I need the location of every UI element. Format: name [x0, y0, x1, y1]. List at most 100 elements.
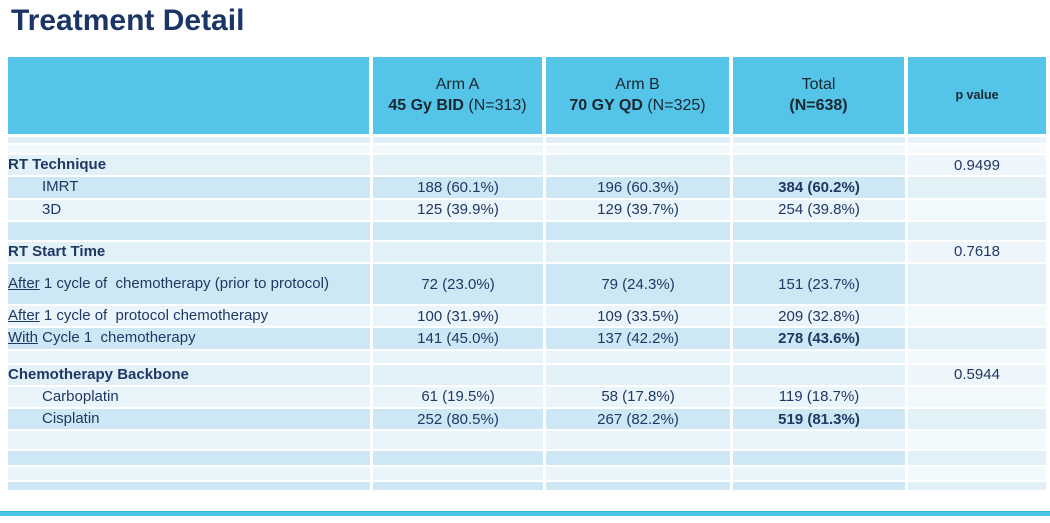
cell-p-value	[908, 221, 1046, 242]
cell-arm-b: 58 (17.8%)	[546, 386, 733, 409]
spacer-row	[8, 451, 1046, 468]
cell-arm-b	[546, 451, 733, 468]
cell-p-value	[908, 350, 1046, 365]
header-arm-a-line1: Arm A	[435, 75, 480, 93]
header-arm-a-line2: 45 Gy BID (N=313)	[388, 96, 527, 114]
cell-arm-a: 61 (19.5%)	[373, 386, 546, 409]
cell-total	[733, 155, 908, 178]
cell-total: 254 (39.8%)	[733, 199, 908, 222]
cell-arm-a	[373, 221, 546, 242]
row-label: RT Technique	[8, 155, 373, 178]
cell-arm-a: 72 (23.0%)	[373, 264, 546, 306]
cell-total	[733, 364, 908, 387]
cell-total: 278 (43.6%)	[733, 328, 908, 351]
row-label: IMRT	[8, 177, 373, 200]
row-label: Carboplatin	[8, 386, 373, 409]
cell-total	[733, 350, 908, 365]
spacer-row	[8, 145, 1046, 155]
spacer-row	[8, 350, 1046, 365]
table-row: Cisplatin 252 (80.5%) 267 (82.2%) 519 (81.3…	[8, 409, 1046, 432]
footer-accent-rule	[0, 511, 1050, 516]
header-p-value: p value	[908, 57, 1046, 137]
cell-arm-a	[373, 431, 546, 452]
cell-arm-a	[373, 350, 546, 365]
cell-p-value	[908, 306, 1046, 329]
table-row: RT Start Time 0.7618	[8, 241, 1046, 264]
cell-arm-b: 129 (39.7%)	[546, 199, 733, 222]
header-total-line2: (N=638)	[789, 96, 848, 114]
cell-arm-a	[373, 145, 546, 155]
spacer-row	[8, 137, 1046, 145]
cell-p-value: 0.9499	[908, 155, 1046, 178]
cell-p-value	[908, 409, 1046, 432]
cell-p-value	[908, 386, 1046, 409]
cell-arm-a: 100 (31.9%)	[373, 306, 546, 329]
cell-arm-a	[373, 451, 546, 468]
treatment-detail-table: Arm A 45 Gy BID (N=313) Arm B 70 GY QD (…	[8, 57, 1046, 493]
cell-total	[733, 241, 908, 264]
cell-p-value	[908, 177, 1046, 200]
cell-arm-a: 252 (80.5%)	[373, 409, 546, 432]
cell-arm-a	[373, 482, 546, 493]
row-label	[8, 482, 373, 493]
row-label: Cisplatin	[8, 409, 373, 432]
cell-arm-b	[546, 155, 733, 178]
cell-p-value	[908, 199, 1046, 222]
table-row: RT Technique 0.9499	[8, 155, 1046, 178]
table-row: Chemotherapy Backbone 0.5944	[8, 364, 1046, 387]
cell-total: 384 (60.2%)	[733, 177, 908, 200]
row-label: Chemotherapy Backbone	[8, 364, 373, 387]
cell-arm-b: 267 (82.2%)	[546, 409, 733, 432]
cell-p-value	[908, 482, 1046, 493]
cell-arm-a	[373, 241, 546, 264]
cell-total	[733, 137, 908, 145]
cell-total: 519 (81.3%)	[733, 409, 908, 432]
cell-arm-a: 141 (45.0%)	[373, 328, 546, 351]
header-arm-b-line2: 70 GY QD (N=325)	[569, 96, 706, 114]
header-arm-b: Arm B 70 GY QD (N=325)	[546, 57, 733, 137]
cell-p-value	[908, 431, 1046, 452]
row-label: RT Start Time	[8, 241, 373, 264]
cell-p-value	[908, 137, 1046, 145]
cell-arm-b: 79 (24.3%)	[546, 264, 733, 306]
table-row: Carboplatin 61 (19.5%) 58 (17.8%) 119 (18.7…	[8, 386, 1046, 409]
cell-total: 151 (23.7%)	[733, 264, 908, 306]
cell-arm-b: 109 (33.5%)	[546, 306, 733, 329]
cell-arm-b	[546, 364, 733, 387]
table-row: IMRT 188 (60.1%) 196 (60.3%) 384 (60.2%)	[8, 177, 1046, 200]
table-row: After 1 cycle of protocol chemotherapy 10…	[8, 306, 1046, 329]
cell-arm-b: 196 (60.3%)	[546, 177, 733, 200]
cell-arm-a	[373, 467, 546, 483]
row-label: 3D	[8, 199, 373, 222]
cell-p-value: 0.7618	[908, 241, 1046, 264]
table-body: RT Technique 0.9499 IMRT 188 (60.1%) 196 (60…	[8, 137, 1046, 493]
cell-arm-b	[546, 482, 733, 493]
cell-arm-b	[546, 467, 733, 483]
cell-p-value: 0.5944	[908, 364, 1046, 387]
cell-total	[733, 221, 908, 242]
cell-arm-b	[546, 221, 733, 242]
table-row: After 1 cycle of chemotherapy (prior to …	[8, 264, 1046, 306]
row-label-underlined-word: After	[8, 307, 40, 324]
spacer-row	[8, 467, 1046, 483]
cell-total	[733, 145, 908, 155]
cell-arm-b	[546, 431, 733, 452]
header-arm-a: Arm A 45 Gy BID (N=313)	[373, 57, 546, 137]
header-label-col	[8, 57, 373, 137]
row-label: With Cycle 1 chemotherapy	[8, 328, 373, 351]
cell-arm-a: 188 (60.1%)	[373, 177, 546, 200]
row-label	[8, 145, 373, 155]
cell-total	[733, 482, 908, 493]
cell-arm-b	[546, 137, 733, 145]
cell-total	[733, 467, 908, 483]
cell-arm-a: 125 (39.9%)	[373, 199, 546, 222]
spacer-row	[8, 482, 1046, 493]
row-label	[8, 431, 373, 452]
row-label-underlined-word: With	[8, 329, 38, 347]
cell-total: 209 (32.8%)	[733, 306, 908, 329]
cell-total: 119 (18.7%)	[733, 386, 908, 409]
cell-arm-b: 137 (42.2%)	[546, 328, 733, 351]
cell-p-value	[908, 467, 1046, 483]
spacer-row	[8, 221, 1046, 242]
row-label	[8, 467, 373, 483]
